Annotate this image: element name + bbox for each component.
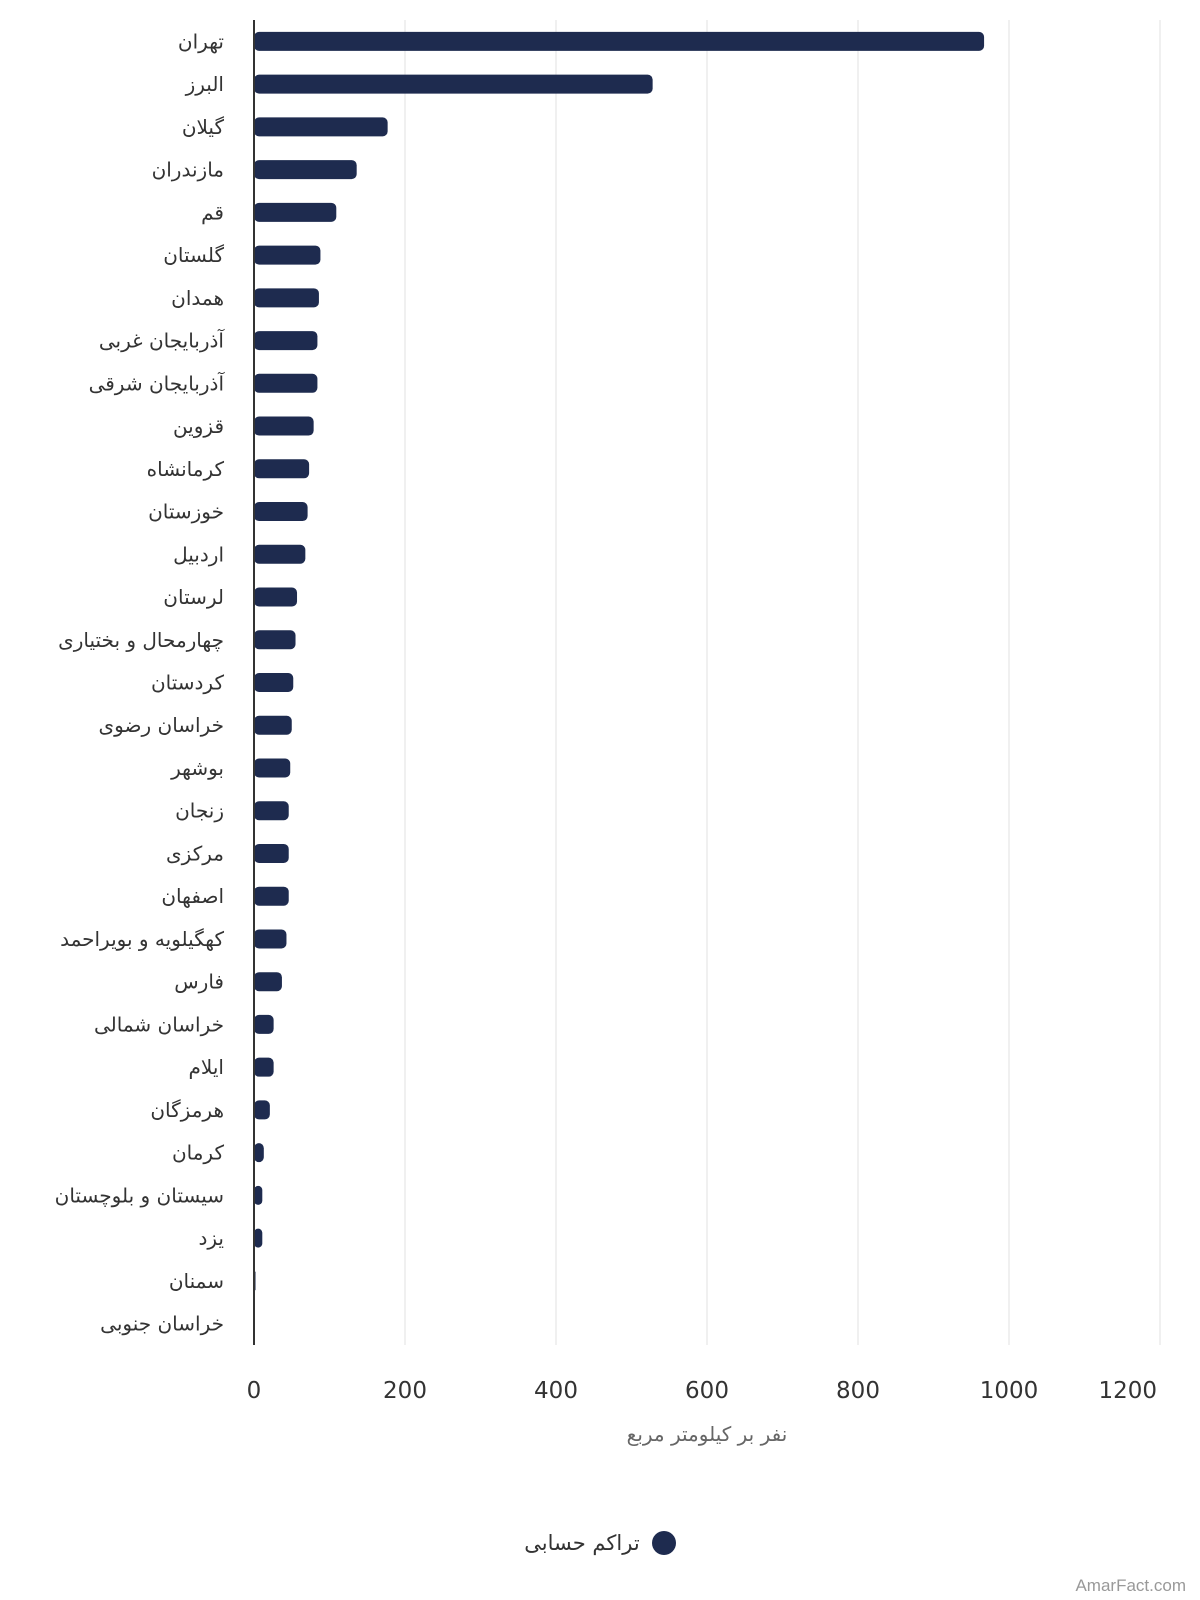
category-label: کرمانشاه (147, 457, 225, 481)
bar (254, 929, 287, 949)
watermark: AmarFact.com (1075, 1576, 1186, 1595)
category-label: قم (201, 200, 224, 224)
bar (254, 843, 289, 863)
category-label: یزد (198, 1226, 224, 1250)
bar (254, 245, 321, 265)
category-label: آذربایجان غربی (99, 328, 226, 353)
bar (254, 673, 294, 692)
bar (254, 544, 306, 564)
x-tick-label: 1000 (980, 1378, 1039, 1404)
category-label: ایلام (189, 1055, 224, 1079)
category-label: کردستان (151, 671, 225, 695)
category-label: قزوین (173, 414, 224, 438)
bar (254, 1228, 263, 1248)
category-label: اردبیل (173, 542, 224, 566)
bar (254, 758, 291, 778)
bar (254, 31, 985, 51)
category-label: بوشهر (170, 756, 224, 780)
category-label: کهگیلویه و بویراحمد (60, 927, 224, 951)
bar (254, 972, 282, 992)
x-tick-labels: 0 200 400 600 800 1000 1200 (247, 1378, 1157, 1404)
bar (254, 1100, 270, 1120)
x-tick-label: 200 (383, 1378, 427, 1404)
category-label: تهران (178, 29, 224, 53)
x-tick-label: 400 (534, 1378, 578, 1404)
category-label: خراسان جنوبی (100, 1312, 224, 1336)
bar (254, 459, 310, 479)
category-label: مازندران (152, 158, 224, 182)
category-label: سیستان و بلوچستان (55, 1183, 224, 1207)
category-label: فارس (174, 970, 224, 994)
bar (254, 1143, 264, 1163)
x-tick-label: 600 (685, 1378, 729, 1404)
x-tick-label: 0 (247, 1378, 262, 1404)
bar (254, 1014, 274, 1034)
category-label: چهارمحال و بختیاری (58, 628, 224, 652)
category-label: آذربایجان شرقی (89, 370, 226, 395)
category-label: زنجان (175, 799, 224, 823)
category-label: هرمزگان (150, 1098, 224, 1122)
x-axis-label: نفر بر کیلومتر مربع (627, 1422, 788, 1446)
category-label: گیلان (182, 115, 225, 139)
bar (254, 117, 388, 137)
bar (254, 331, 318, 351)
bar (254, 288, 319, 308)
x-tick-label: 800 (836, 1378, 880, 1404)
gridlines (404, 20, 1161, 1345)
x-tick-label: 1200 (1098, 1378, 1157, 1404)
category-label: خراسان شمالی (94, 1012, 224, 1036)
bars (254, 31, 985, 1291)
bar (254, 1185, 263, 1205)
category-label: گلستان (163, 243, 224, 267)
bar (254, 202, 337, 222)
category-label: لرستان (163, 585, 224, 609)
category-label: کرمان (172, 1141, 225, 1165)
legend: تراکم حسابی (0, 1523, 1200, 1563)
bar (254, 886, 289, 906)
legend-marker (651, 1531, 676, 1555)
bar-chart: تهران البرز گیلان مازندران قم گلستان همدان آذرب… (55, 20, 1161, 1446)
bar (254, 715, 292, 735)
bar (254, 587, 298, 607)
category-label: همدان (171, 286, 224, 310)
legend-label: تراکم حسابی (524, 1531, 640, 1555)
bar (254, 801, 289, 821)
bar (254, 1057, 274, 1077)
bar (254, 502, 308, 522)
category-label: سمنان (169, 1269, 224, 1293)
category-labels: تهران البرز گیلان مازندران قم گلستان همدان آذرب… (55, 29, 226, 1335)
category-label: خوزستان (148, 500, 224, 524)
category-label: اصفهان (161, 884, 224, 908)
category-label: مرکزی (166, 841, 224, 865)
category-label: خراسان رضوی (99, 713, 224, 737)
bar (254, 160, 357, 180)
bar (254, 373, 318, 393)
category-label: البرز (185, 72, 224, 96)
bar (254, 630, 296, 650)
bar (254, 416, 314, 436)
bar (254, 74, 653, 94)
